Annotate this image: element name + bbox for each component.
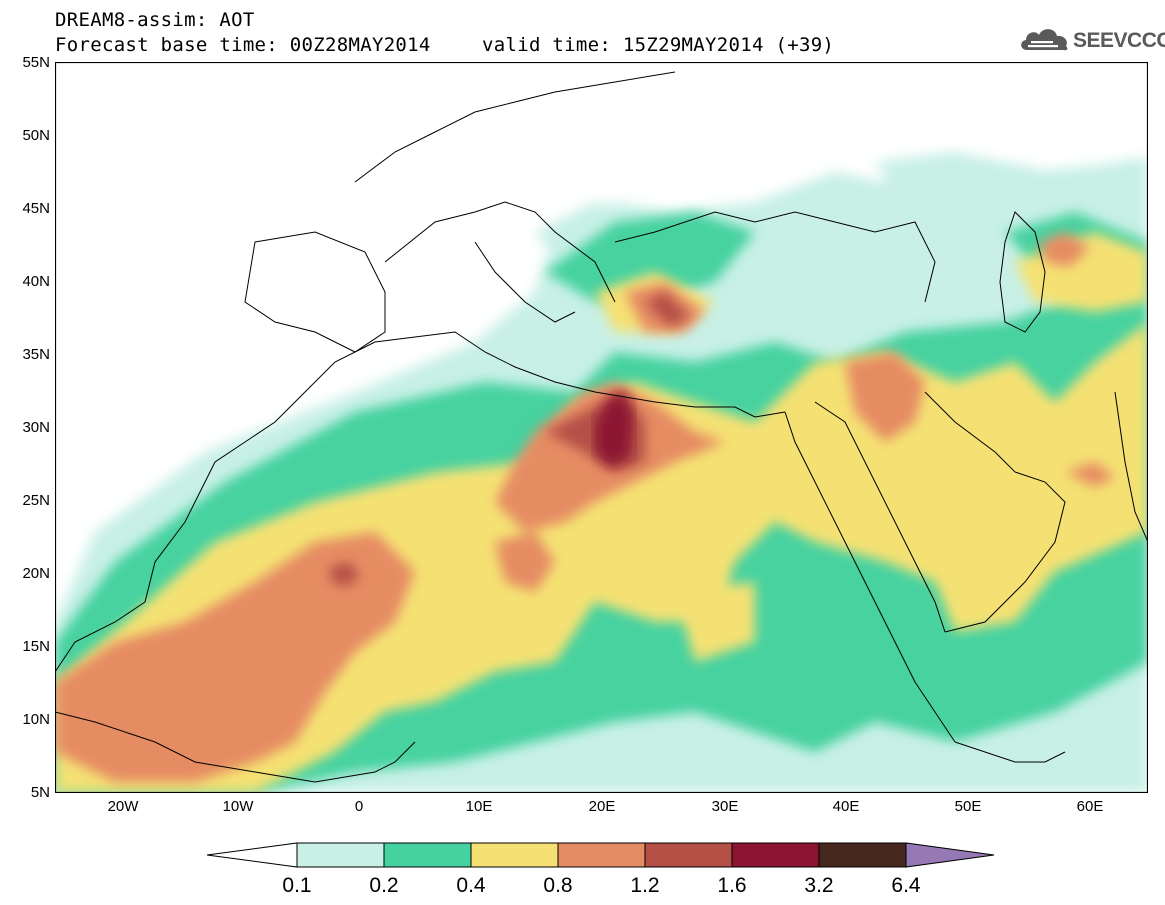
lat-label-45n: 45N — [22, 200, 50, 217]
colorbar-over-triangle — [905, 842, 995, 868]
colorbar-label-0-4: 0.4 — [456, 874, 486, 897]
colorbar-label-0-2: 0.2 — [369, 874, 399, 897]
lat-label-50n: 50N — [22, 127, 50, 144]
lon-label-50e: 50E — [954, 798, 982, 815]
colorbar-box — [383, 842, 472, 868]
lat-label-35n: 35N — [22, 346, 50, 363]
logo-text: SEEVCCC — [1073, 29, 1165, 52]
colorbar-box — [557, 842, 646, 868]
lat-label-30n: 30N — [22, 419, 50, 436]
aot-field — [55, 152, 1148, 793]
colorbar-label-1-2: 1.2 — [630, 874, 660, 897]
lon-label-60e: 60E — [1076, 798, 1104, 815]
colorbar-under-triangle — [206, 842, 298, 868]
colorbar-box — [644, 842, 733, 868]
title-line-1: DREAM8-assim: AOT — [55, 9, 255, 31]
colorbar-box — [296, 842, 385, 868]
forecast-base-time: Forecast base time: 00Z28MAY2014 — [55, 34, 431, 56]
lon-label-20w: 20W — [107, 798, 139, 815]
colorbar-box — [818, 842, 907, 868]
lon-label-30e: 30E — [711, 798, 739, 815]
colorbar-label-0-8: 0.8 — [543, 874, 573, 897]
colorbar-box — [731, 842, 820, 868]
lon-label-10w: 10W — [222, 798, 254, 815]
lat-label-55n: 55N — [22, 54, 50, 71]
seevccc-logo: SEEVCCC — [1017, 22, 1165, 56]
valid-time: valid time: 15Z29MAY2014 (+39) — [482, 34, 835, 56]
lat-label-40n: 40N — [22, 273, 50, 290]
lat-label-15n: 15N — [22, 638, 50, 655]
colorbar — [206, 842, 995, 868]
colorbar-label-0-1: 0.1 — [282, 874, 312, 897]
colorbar-label-3-2: 3.2 — [804, 874, 834, 897]
lon-label-20e: 20E — [588, 798, 616, 815]
map-frame — [55, 62, 1148, 793]
cloud-icon — [1021, 29, 1068, 51]
coastlines — [55, 71, 1148, 783]
lon-label-0: 0 — [354, 798, 364, 815]
lat-label-5n: 5N — [30, 784, 50, 801]
colorbar-label-6-4: 6.4 — [891, 874, 921, 897]
lon-label-10e: 10E — [465, 798, 493, 815]
colorbar-box — [470, 842, 559, 868]
aot-map — [55, 62, 1148, 793]
lat-label-20n: 20N — [22, 565, 50, 582]
lat-label-10n: 10N — [22, 711, 50, 728]
lat-label-25n: 25N — [22, 492, 50, 509]
lon-label-40e: 40E — [832, 798, 860, 815]
colorbar-label-1-6: 1.6 — [717, 874, 747, 897]
